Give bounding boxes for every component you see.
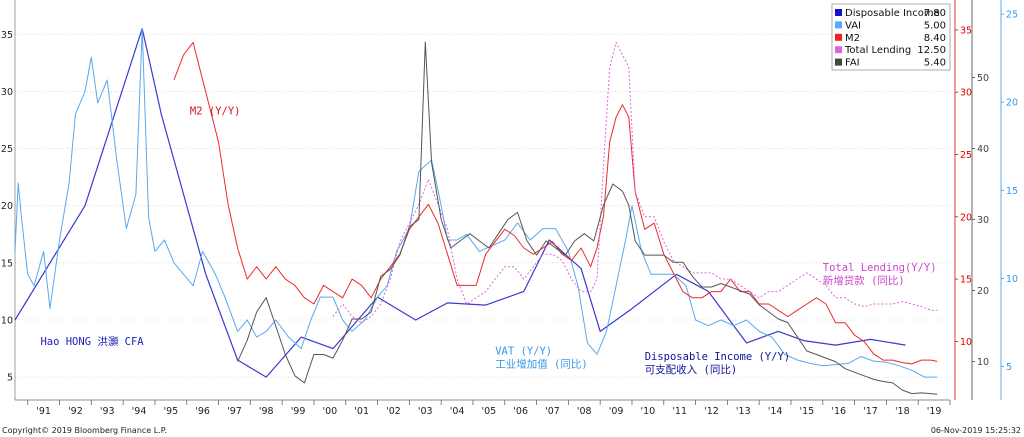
x-tick-label: '96 xyxy=(195,406,210,417)
x-tick-label: '12 xyxy=(704,406,719,417)
x-tick-label: '19 xyxy=(927,406,942,417)
right_fai-tick-label: 20 xyxy=(977,286,989,297)
x-tick-label: '94 xyxy=(132,406,147,417)
legend-label: VAI xyxy=(845,20,861,31)
legend-value: 7.80 xyxy=(924,8,946,19)
chart-annotations: M2 (Y/Y) Hao HONG 洪灝 CFA VAT (Y/Y)工业增加值 (同… xyxy=(40,105,936,376)
y-tick-label: 35 xyxy=(1,30,13,41)
annotation-label: 新增贷款 (同比) xyxy=(823,274,905,287)
right_vai-tick-label: 10 xyxy=(1006,274,1018,285)
series-line-fai xyxy=(237,41,938,395)
annotation-label: Hao HONG 洪灝 CFA xyxy=(40,336,144,348)
annotation-label: M2 (Y/Y) xyxy=(190,105,241,117)
x-tick-label: '98 xyxy=(259,406,274,417)
x-tick-label: '13 xyxy=(736,406,751,417)
right_m2-tick-label: 15 xyxy=(960,275,972,286)
legend-value: 5.00 xyxy=(924,20,946,31)
legend-swatch xyxy=(835,58,842,66)
footer-copyright: Copyright© 2019 Bloomberg Finance L.P. xyxy=(2,426,167,435)
legend-value: 8.40 xyxy=(924,33,946,44)
legend-label: M2 xyxy=(845,33,860,44)
x-tick-label: '16 xyxy=(831,406,846,417)
x-tick-label: '95 xyxy=(163,406,178,417)
right_fai-tick-label: 50 xyxy=(977,73,989,84)
right_vai-tick-label: 15 xyxy=(1006,186,1018,197)
x-tick-label: '06 xyxy=(513,406,528,417)
x-tick-label: '07 xyxy=(545,406,560,417)
legend-label: Total Lending xyxy=(844,45,911,56)
x-tick-label: '18 xyxy=(895,406,910,417)
legend-swatch xyxy=(835,33,842,41)
x-tick-label: '15 xyxy=(800,406,815,417)
x-tick-label: '14 xyxy=(768,406,783,417)
annotation-label: 工业增加值 (同比) xyxy=(495,357,587,370)
y-tick-label: 30 xyxy=(1,87,13,98)
y-tick-label: 5 xyxy=(7,373,13,384)
right_fai-tick-label: 30 xyxy=(977,215,989,226)
x-tick-label: '11 xyxy=(672,406,687,417)
x-tick-label: '91 xyxy=(36,406,51,417)
x-tick-label: '02 xyxy=(386,406,401,417)
right_m2-tick-label: 10 xyxy=(960,337,972,348)
annotation-label: Disposable Income (Y/Y) xyxy=(645,351,790,363)
x-axis: '91 '92 '93 '94 '95 '96 '97 '98 '99 '00 '01 '02 '03 '… xyxy=(15,399,951,417)
annotation-label: 可支配收入 (同比) xyxy=(645,363,737,376)
series-lines xyxy=(14,28,938,395)
annotation-label: VAT (Y/Y) xyxy=(495,345,552,357)
y-tick-label: 20 xyxy=(1,201,13,212)
right_m2-tick-label: 25 xyxy=(960,150,972,161)
legend-box xyxy=(831,3,951,71)
left-axis: 5 10 15 20 25 30 35 xyxy=(1,0,16,400)
legend-swatch xyxy=(835,9,842,16)
right_m2-tick-label: 35 xyxy=(960,25,972,36)
series-line-vai xyxy=(14,28,938,378)
x-tick-label: '00 xyxy=(322,406,337,417)
series-line-total-lending xyxy=(332,41,938,324)
right_vai-tick-label: 25 xyxy=(1006,10,1018,21)
legend-swatch xyxy=(835,46,842,54)
y-tick-label: 25 xyxy=(1,144,13,155)
plot-area xyxy=(15,0,950,400)
x-tick-label: '17 xyxy=(863,406,878,417)
x-tick-label: '05 xyxy=(482,406,497,417)
x-tick-label: '92 xyxy=(68,406,83,417)
series-line-disposable-income xyxy=(14,28,906,378)
legend-value: 5.40 xyxy=(924,58,946,69)
legend-label: Disposable Income xyxy=(845,8,940,19)
footer-timestamp: 06-Nov-2019 15:25:32 xyxy=(931,426,1021,435)
x-tick-label: '93 xyxy=(100,406,115,417)
x-tick-label: '01 xyxy=(354,406,369,417)
x-tick-label: '10 xyxy=(641,406,656,417)
right_m2-tick-label: 30 xyxy=(960,88,972,99)
legend-swatch xyxy=(835,21,842,29)
right_vai-tick-label: 20 xyxy=(1006,98,1018,109)
x-tick-label: '99 xyxy=(291,406,306,417)
x-tick-label: '08 xyxy=(577,406,592,417)
x-tick-label: '97 xyxy=(227,406,242,417)
x-tick-label: '04 xyxy=(450,406,465,417)
right_m2-tick-label: 20 xyxy=(960,212,972,223)
legend-value: 12.50 xyxy=(917,45,946,56)
right_vai-tick-label: 5 xyxy=(1006,362,1012,373)
annotation-label: Total Lending(Y/Y) xyxy=(823,262,937,274)
y-tick-label: 15 xyxy=(1,258,13,269)
series-line-m2 xyxy=(173,41,938,365)
right_fai-tick-label: 40 xyxy=(977,144,989,155)
legend-label: FAI xyxy=(845,58,860,69)
x-tick-label: '09 xyxy=(609,406,624,417)
right-axes: 10 15 20 25 30 35 10 20 30 40 50 5 10 15 20 25 xyxy=(954,0,1018,400)
y-tick-label: 10 xyxy=(1,316,13,327)
right_fai-tick-label: 10 xyxy=(977,357,989,368)
x-tick-label: '03 xyxy=(418,406,433,417)
